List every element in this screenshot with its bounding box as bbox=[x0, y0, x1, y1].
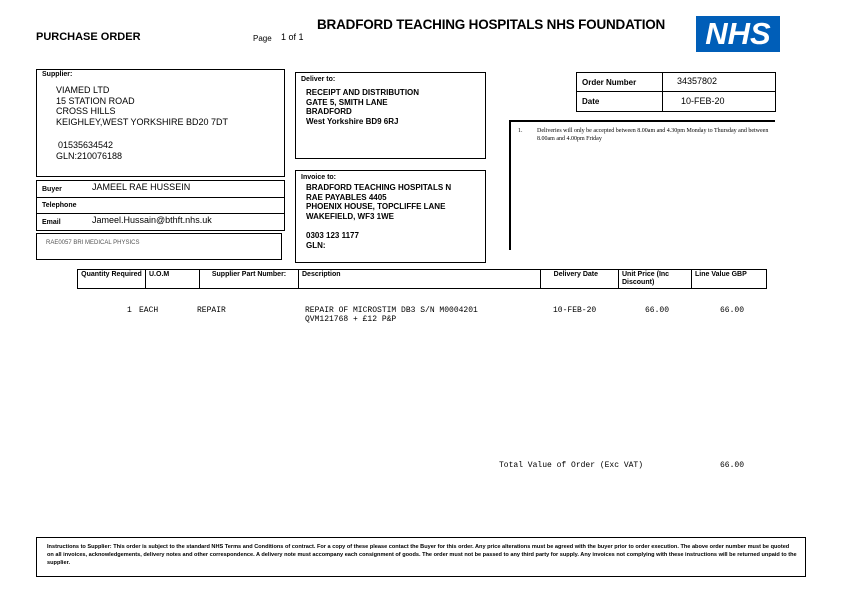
row-unit-price: 66.00 bbox=[645, 306, 670, 315]
deliver-line: BRADFORD bbox=[306, 107, 352, 116]
buyer-label: Buyer bbox=[42, 186, 62, 193]
invoice-line: WAKEFIELD, WF3 1WE bbox=[306, 211, 394, 221]
supplier-box: Supplier: VIAMED LTD 15 STATION ROAD CRO… bbox=[36, 69, 285, 177]
invoice-line: BRADFORD TEACHING HOSPITALS N bbox=[306, 183, 452, 192]
order-number-label: Order Number bbox=[582, 78, 637, 87]
row-date: 10-FEB-20 bbox=[553, 306, 597, 315]
department-box: RAE0057 BRI MEDICAL PHYSICS bbox=[36, 233, 282, 260]
col-delivery-date: Delivery Date bbox=[541, 270, 619, 288]
order-info-table: Order Number 34357802 Date 10-FEB-20 bbox=[576, 72, 776, 112]
note-text: Deliveries will only be accepted between… bbox=[537, 128, 769, 142]
telephone-label: Telephone bbox=[42, 202, 77, 209]
delivery-notes-box: 1. Deliveries will only be accepted betw… bbox=[509, 120, 775, 250]
invoice-phone: 0303 123 1177 bbox=[306, 231, 359, 240]
buyer-box: Buyer JAMEEL RAE HUSSEIN Telephone Email… bbox=[36, 180, 285, 231]
col-unit-price: Unit Price (Inc Discount) bbox=[619, 270, 692, 288]
total-value: 66.00 bbox=[720, 461, 745, 470]
nhs-logo: NHS bbox=[696, 16, 780, 52]
invoice-to-box: Invoice to: BRADFORD TEACHING HOSPITALS … bbox=[295, 170, 486, 263]
items-table-header: Quantity Required U.O.M Supplier Part Nu… bbox=[77, 269, 767, 289]
supplier-label: Supplier: bbox=[42, 71, 73, 78]
instructions-text: Instructions to Supplier: This order is … bbox=[47, 544, 797, 566]
supplier-line: CROSS HILLS bbox=[56, 106, 116, 116]
col-quantity: Quantity Required bbox=[78, 270, 146, 288]
deliver-to-box: Deliver to: RECEIPT AND DISTRIBUTION GAT… bbox=[295, 72, 486, 159]
col-description: Description bbox=[299, 270, 541, 288]
deliver-line: West Yorkshire BD9 6RJ bbox=[306, 116, 399, 126]
invoice-gln: GLN: bbox=[306, 240, 326, 250]
col-line-value: Line Value GBP bbox=[695, 271, 747, 278]
page-number: 1 of 1 bbox=[281, 32, 304, 42]
invoice-line: RAE PAYABLES 4405 bbox=[306, 192, 387, 202]
buyer-value: JAMEEL RAE HUSSEIN bbox=[92, 182, 191, 192]
row-desc-1: REPAIR OF MICROSTIM DB3 S/N M0004201 bbox=[305, 306, 478, 315]
email-label: Email bbox=[42, 219, 61, 226]
department: RAE0057 BRI MEDICAL PHYSICS bbox=[46, 240, 140, 246]
invoice-line: PHOENIX HOUSE, TOPCLIFFE LANE bbox=[306, 202, 446, 211]
row-line-value: 66.00 bbox=[720, 306, 745, 315]
supplier-line: VIAMED LTD bbox=[56, 85, 110, 95]
note-number: 1. bbox=[518, 128, 523, 134]
deliver-line: RECEIPT AND DISTRIBUTION bbox=[306, 88, 420, 97]
col-part-number: Supplier Part Number: bbox=[200, 270, 299, 288]
supplier-gln: GLN:210076188 bbox=[56, 150, 123, 161]
invoice-to-label: Invoice to: bbox=[301, 174, 337, 181]
row-uom: EACH bbox=[139, 306, 159, 315]
org-name: BRADFORD TEACHING HOSPITALS NHS FOUNDATI… bbox=[317, 17, 666, 32]
email-value: Jameel.Hussain@bthft.nhs.uk bbox=[92, 215, 212, 225]
instructions-box: Instructions to Supplier: This order is … bbox=[36, 537, 806, 577]
page-label: Page bbox=[253, 34, 272, 43]
col-uom: U.O.M bbox=[146, 270, 200, 288]
supplier-line: 15 STATION ROAD bbox=[56, 95, 135, 106]
date-value: 10-FEB-20 bbox=[681, 96, 725, 106]
supplier-line: KEIGHLEY,WEST YORKSHIRE BD20 7DT bbox=[56, 116, 229, 127]
order-number-value: 34357802 bbox=[677, 76, 718, 86]
total-label: Total Value of Order (Exc VAT) bbox=[499, 461, 644, 470]
deliver-line: GATE 5, SMITH LANE bbox=[306, 97, 388, 107]
deliver-to-label: Deliver to: bbox=[301, 76, 336, 83]
row-desc-2: QVM121768 + £12 P&P bbox=[305, 315, 397, 324]
row-part: REPAIR bbox=[197, 306, 226, 315]
date-label: Date bbox=[582, 97, 600, 106]
doc-title: PURCHASE ORDER bbox=[36, 31, 141, 43]
row-qty: 1 bbox=[127, 306, 132, 315]
supplier-phone: 01535634542 bbox=[58, 140, 114, 150]
